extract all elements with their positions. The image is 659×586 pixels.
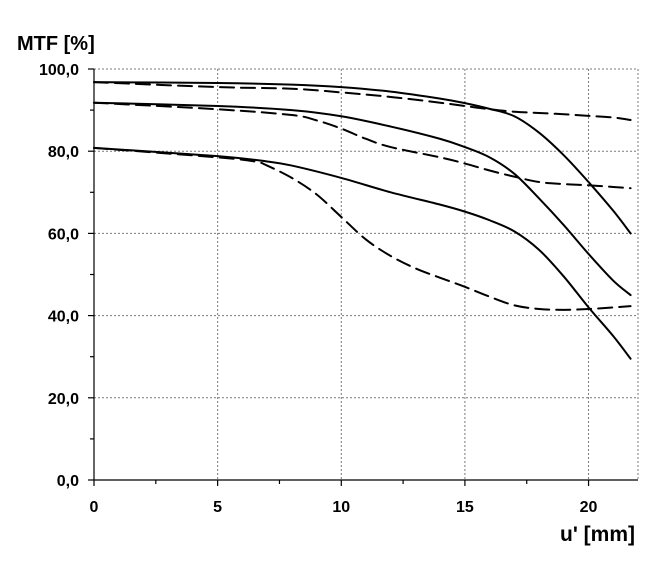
grid-layer: [94, 68, 639, 480]
mtf-curve-5-solid: [93, 146, 632, 360]
mtf-curve-4-dashed: [93, 101, 632, 190]
x-tick-label: 10: [332, 499, 350, 516]
x-tick-label: 5: [213, 499, 222, 516]
x-tick-label: 0: [90, 499, 99, 516]
y-tick-label: 60,0: [48, 226, 79, 243]
x-axis-title: u' [mm]: [560, 523, 635, 546]
mtf-curve-1-solid: [93, 81, 632, 235]
y-tick-label: 20,0: [48, 391, 79, 408]
axis-layer: [88, 68, 638, 486]
y-tick-label: 100,0: [39, 62, 79, 79]
y-tick-label: 80,0: [48, 144, 79, 161]
mtf-curve-3-solid: [93, 101, 632, 297]
label-layer: MTF [%] u' [mm] 0,0 20,0 40,0 60,0 80,0 100,0…: [17, 33, 635, 546]
y-axis-title: MTF [%]: [17, 33, 95, 55]
x-tick-label: 15: [456, 499, 474, 516]
y-tick-label: 40,0: [48, 309, 79, 326]
mtf-curve-6-dashed: [93, 146, 632, 311]
x-tick-label: 20: [580, 499, 598, 516]
mtf-curve-2-dashed: [93, 81, 632, 121]
y-tick-label: 0,0: [57, 473, 79, 490]
curve-layer: [93, 81, 632, 360]
